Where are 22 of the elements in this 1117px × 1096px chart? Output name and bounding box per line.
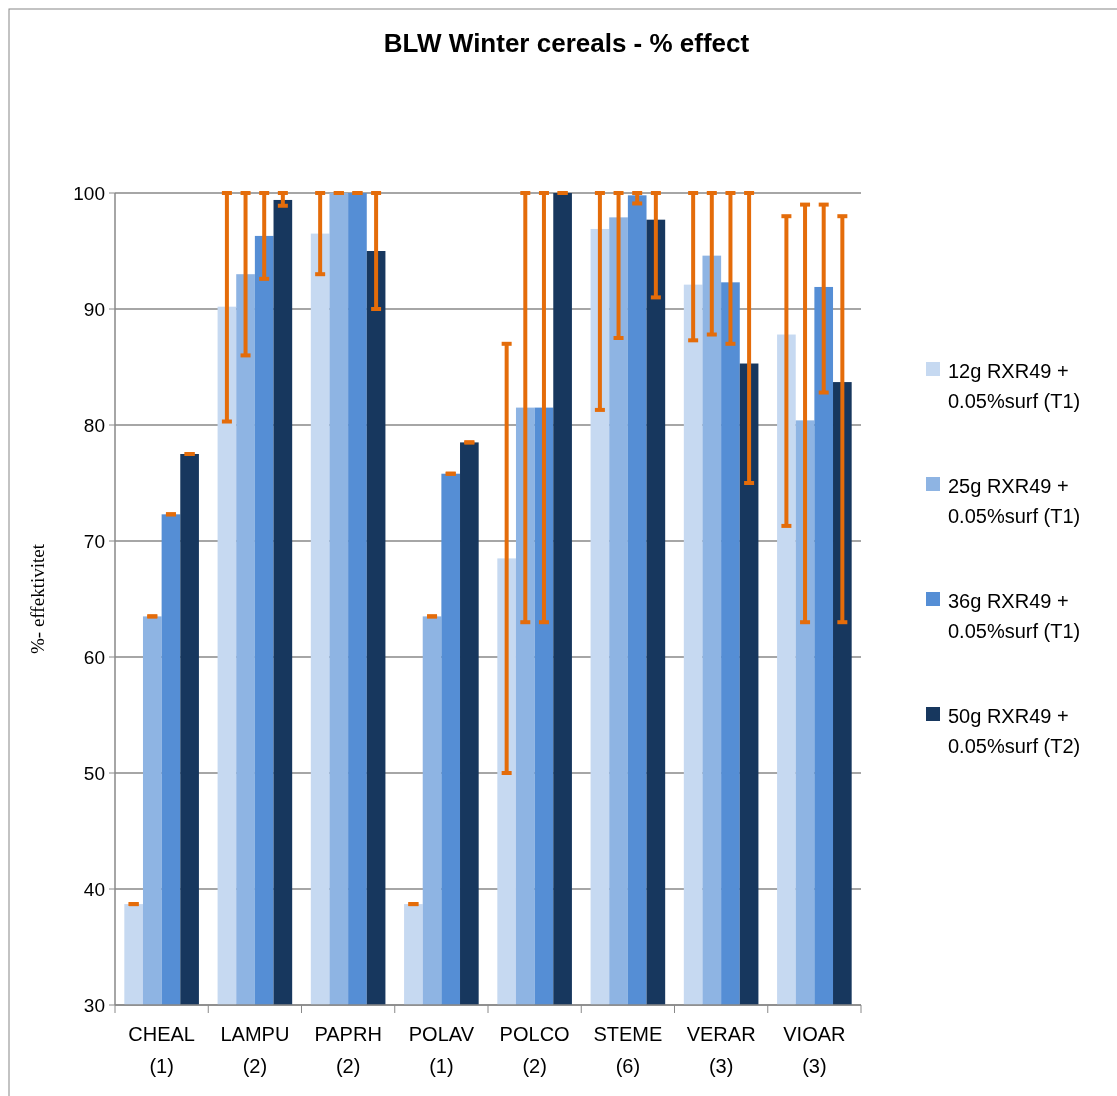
y-tick-label: 80 (83, 414, 105, 436)
x-tick-label: CHEAL (1) (128, 1023, 195, 1077)
legend-label: 36g RXR49 + 0.05%surf (T1) (948, 590, 1081, 642)
x-tick-label: PAPRH (2) (314, 1023, 382, 1077)
y-tick-label: 40 (83, 878, 105, 900)
legend-label: 50g RXR49 + 0.05%surf (T2) (948, 705, 1081, 757)
legend-label: 25g RXR49 + 0.05%surf (T1) (948, 475, 1081, 527)
x-tick-label: STEME (6) (593, 1023, 663, 1077)
y-tick-label: 30 (83, 994, 105, 1016)
legend-label: 12g RXR49 + 0.05%surf (T1) (948, 360, 1081, 412)
y-tick-label: 100 (73, 182, 105, 204)
y-tick-label: 50 (83, 762, 105, 784)
y-tick-label: 60 (83, 646, 105, 668)
x-tick-label: VIOAR (3) (783, 1023, 846, 1077)
x-tick-label: LAMPU (2) (220, 1023, 290, 1077)
chart-title: BLW Winter cereals - % effect (383, 28, 750, 58)
x-tick-label: POLCO (2) (499, 1023, 570, 1077)
y-tick-label: 70 (83, 530, 105, 552)
y-axis-title: %- effektivitet (27, 543, 48, 654)
y-tick-label: 90 (83, 298, 105, 320)
x-tick-label: POLAV (1) (408, 1023, 475, 1077)
x-tick-label: VERAR (3) (686, 1023, 756, 1077)
